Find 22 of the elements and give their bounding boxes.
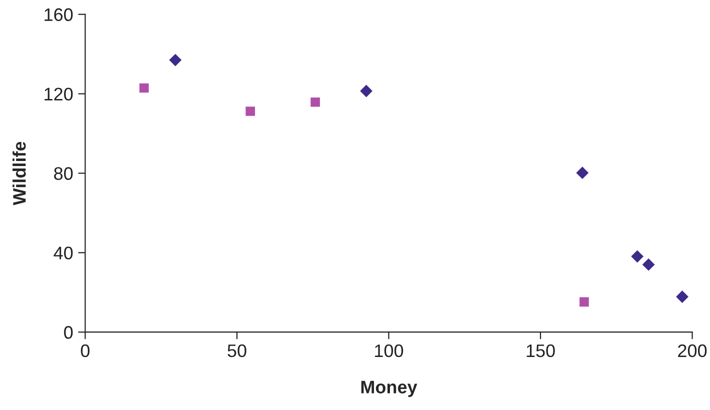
point [139, 83, 149, 93]
y-axis-title: Wildlife [12, 142, 26, 206]
y-tick-label: 80 [54, 167, 73, 180]
point [360, 84, 372, 98]
y-tick-label: 160 [44, 8, 73, 22]
x-tick-label: 100 [375, 344, 404, 358]
point [631, 250, 644, 263]
point [576, 166, 589, 180]
x-tick-label: 150 [526, 344, 555, 358]
x-tick-label: 0 [80, 344, 90, 358]
point [169, 54, 182, 66]
y-tick-label: 120 [44, 88, 73, 101]
point [642, 258, 655, 271]
point [676, 290, 688, 303]
point [310, 97, 320, 107]
point [246, 106, 255, 116]
y-tick-label: 40 [54, 246, 73, 260]
x-tick-label: 50 [228, 344, 246, 358]
x-axis-title: Money [361, 380, 418, 398]
x-tick-label: 200 [678, 344, 707, 358]
y-tick-label: 0 [64, 326, 73, 339]
point [580, 297, 589, 307]
